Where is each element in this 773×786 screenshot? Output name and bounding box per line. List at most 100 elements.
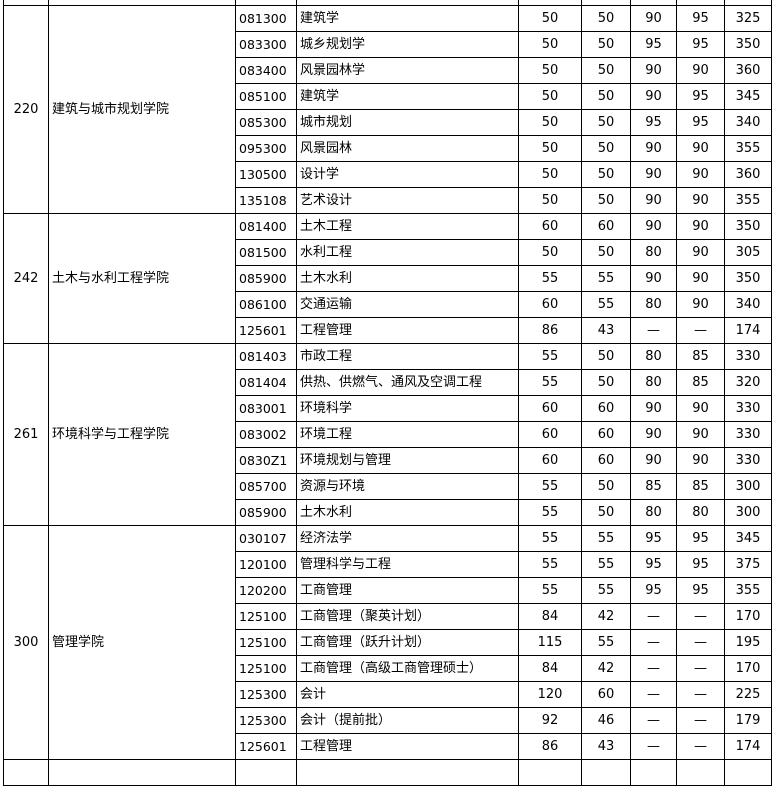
score-total: 174 — [724, 733, 772, 760]
major-name: 供热、供燃气、通风及空调工程 — [296, 369, 519, 396]
score-subject-1: 80 — [630, 499, 677, 526]
score-subject-2: — — [676, 629, 725, 656]
major-name: 风景园林学 — [296, 57, 519, 84]
score-foreign-language: 50 — [581, 31, 631, 58]
score-foreign-language: 50 — [581, 57, 631, 84]
score-total: 195 — [724, 629, 772, 656]
major-code: 125300 — [235, 681, 297, 708]
score-subject-2: 80 — [676, 499, 725, 526]
score-total: 330 — [724, 421, 772, 448]
major-code: 125100 — [235, 655, 297, 682]
score-subject-2: — — [676, 317, 725, 344]
score-table: 220 建筑与城市规划学院 081300 建筑学 50 50 90 95 325 083300 城乡… — [3, 0, 772, 786]
college-name: 建筑与城市规划学院 — [48, 5, 236, 214]
major-name: 工程管理 — [296, 733, 519, 760]
score-subject-2: 90 — [676, 239, 725, 266]
college-name: 环境科学与工程学院 — [48, 343, 236, 526]
score-subject-2: 90 — [676, 161, 725, 188]
score-foreign-language: 50 — [581, 135, 631, 162]
table-row: 083400 风景园林学 50 50 90 90 360 — [4, 57, 772, 84]
major-name: 工程管理 — [296, 317, 519, 344]
score-total: 375 — [724, 551, 772, 578]
major-name: 会计 — [296, 681, 519, 708]
table-row: 220 建筑与城市规划学院 081300 建筑学 50 50 90 95 325 — [3, 5, 772, 214]
major-name: 会计（提前批） — [296, 707, 519, 734]
table-row: 120200 工商管理 55 55 95 95 355 — [4, 577, 772, 604]
table-row: 125300 会计（提前批） 92 46— —179 — [4, 707, 772, 734]
score-politics: 50 — [518, 239, 582, 266]
score-foreign-language: 50 — [581, 187, 631, 214]
major-code: 083300 — [235, 31, 297, 58]
score-total: 305 — [724, 239, 772, 266]
major-code: 125100 — [235, 629, 297, 656]
score-total: 345 — [724, 83, 772, 110]
score-total: 300 — [724, 499, 772, 526]
major-name: 土木工程 — [296, 213, 519, 240]
score-politics: 55 — [518, 369, 582, 396]
major-name: 环境工程 — [296, 421, 519, 448]
score-total: 355 — [724, 577, 772, 604]
score-subject-1: 85 — [630, 473, 677, 500]
score-subject-1: — — [630, 733, 677, 760]
table-row: 261 环境科学与工程学院 081403 市政工程 55 50 80 85 330 — [3, 343, 772, 526]
score-total: 340 — [724, 109, 772, 136]
score-politics: 50 — [518, 187, 582, 214]
score-total: 330 — [724, 395, 772, 422]
major-name: 工商管理（聚英计划） — [296, 603, 519, 630]
score-subject-2: 90 — [676, 135, 725, 162]
major-code: 081403 — [235, 343, 297, 370]
major-name: 管理科学与工程 — [296, 551, 519, 578]
major-name: 环境规划与管理 — [296, 447, 519, 474]
major-code: 125100 — [235, 603, 297, 630]
score-politics: 50 — [518, 5, 582, 32]
score-subject-1: — — [630, 603, 677, 630]
score-total: 340 — [724, 291, 772, 318]
score-subject-2: 90 — [676, 447, 725, 474]
score-subject-1: 80 — [630, 291, 677, 318]
score-subject-2: — — [676, 707, 725, 734]
major-code: 0830Z1 — [235, 447, 297, 474]
score-subject-1: 90 — [630, 395, 677, 422]
college-name: 土木与水利工程学院 — [48, 213, 236, 344]
score-subject-1: 95 — [630, 551, 677, 578]
score-foreign-language: 55 — [581, 629, 631, 656]
score-foreign-language: 43 — [581, 317, 631, 344]
score-subject-1: — — [630, 707, 677, 734]
major-code: 083400 — [235, 57, 297, 84]
score-politics: 55 — [518, 343, 582, 370]
score-subject-2: 90 — [676, 187, 725, 214]
score-subject-2: 85 — [676, 343, 725, 370]
major-name: 艺术设计 — [296, 187, 519, 214]
score-total: 225 — [724, 681, 772, 708]
score-politics: 60 — [518, 395, 582, 422]
score-subject-1: 80 — [630, 239, 677, 266]
college-name: 管理学院 — [48, 525, 236, 760]
score-total: 360 — [724, 161, 772, 188]
score-total: 360 — [724, 57, 772, 84]
score-politics: 50 — [518, 83, 582, 110]
score-subject-2: — — [676, 681, 725, 708]
score-subject-1: 80 — [630, 369, 677, 396]
score-subject-1: 95 — [630, 525, 677, 552]
table-row: 130500 设计学 50 50 90 90 360 — [4, 161, 772, 188]
score-total: 174 — [724, 317, 772, 344]
partial-bottom-row — [3, 759, 772, 786]
score-subject-1: 95 — [630, 31, 677, 58]
major-name: 经济法学 — [296, 525, 519, 552]
score-subject-1: 90 — [630, 161, 677, 188]
score-subject-2: — — [676, 603, 725, 630]
major-code: 081500 — [235, 239, 297, 266]
major-name: 市政工程 — [296, 343, 519, 370]
score-foreign-language: 60 — [581, 447, 631, 474]
score-foreign-language: 50 — [581, 5, 631, 32]
score-politics: 86 — [518, 317, 582, 344]
score-politics: 120 — [518, 681, 582, 708]
score-foreign-language: 50 — [581, 239, 631, 266]
score-total: 179 — [724, 707, 772, 734]
score-subject-2: 90 — [676, 57, 725, 84]
table-row: 125100 工商管理（聚英计划） 84 42— —170 — [4, 603, 772, 630]
table-row: 300 管理学院 030107 经济法学 55 55 95 95 345 — [3, 525, 772, 760]
score-foreign-language: 60 — [581, 395, 631, 422]
major-code: 125601 — [235, 733, 297, 760]
score-subject-1: 90 — [630, 421, 677, 448]
